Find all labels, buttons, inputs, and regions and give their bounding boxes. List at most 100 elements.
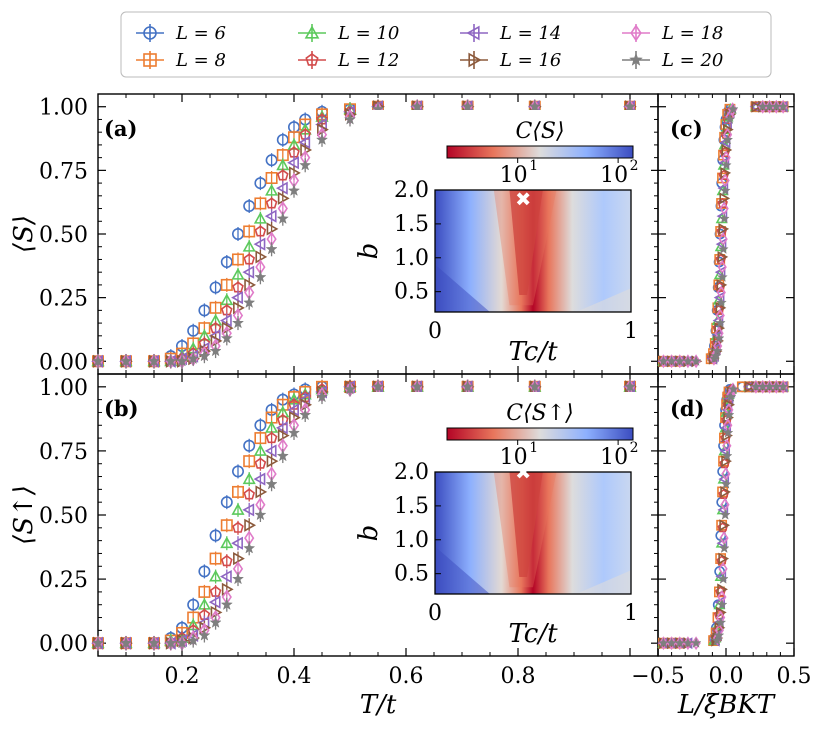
data-point <box>231 291 243 305</box>
data-point <box>91 354 105 367</box>
data-point <box>243 439 256 452</box>
data-point <box>718 222 730 235</box>
data-point <box>287 426 301 439</box>
data-point <box>411 380 424 392</box>
legend-label: L = 14 <box>499 23 561 44</box>
data-point <box>276 133 289 146</box>
colorbar-tick-label: 10 <box>500 163 528 188</box>
legend-marker <box>628 52 644 66</box>
data-point <box>198 629 211 641</box>
data-point <box>315 390 329 403</box>
data-point <box>299 158 312 171</box>
data-point <box>209 344 222 357</box>
data-point <box>264 209 277 223</box>
optimum-marker <box>516 465 530 479</box>
panel-a: 0.000.250.500.751.00⟨S⟩(a) C⟨S⟩10 1 10 20.51… <box>9 93 659 375</box>
data-point <box>343 112 357 125</box>
data-point <box>254 419 267 432</box>
legend-label: L = 12 <box>337 50 399 71</box>
y-tick-label: 0.00 <box>39 350 88 375</box>
legend-entry: L = 20 <box>622 50 723 71</box>
y-tick-label: 1.00 <box>39 376 88 401</box>
colorbar-tick-exponent: 1 <box>529 440 538 456</box>
colorbar <box>446 145 634 159</box>
data-point <box>717 573 729 584</box>
x-tick-label: 0.2 <box>165 664 200 689</box>
x-axis-label: T/t <box>360 690 397 720</box>
data-point <box>220 278 233 291</box>
y-tick-label: 0.25 <box>39 287 88 312</box>
inset-y-tick-label: 1.5 <box>394 212 429 237</box>
data-point <box>727 103 739 115</box>
data-point <box>220 496 233 509</box>
data-point <box>231 536 243 550</box>
data-point <box>119 636 133 649</box>
data-point <box>717 197 728 208</box>
data-point <box>299 408 312 421</box>
legend-marker <box>468 52 482 68</box>
inset-x-axis-label: Tc/t <box>508 337 558 367</box>
data-point <box>231 316 245 329</box>
data-point <box>220 554 233 567</box>
data-point <box>265 477 278 490</box>
data-point <box>198 585 211 598</box>
data-point <box>232 253 245 266</box>
data-point <box>720 485 732 498</box>
data-point <box>276 169 289 181</box>
data-point <box>777 381 789 392</box>
collapse-series-l=20 <box>657 100 789 367</box>
data-point <box>187 352 200 365</box>
data-point <box>243 296 256 309</box>
heatmap-corner-left <box>435 546 490 594</box>
data-point <box>716 271 728 283</box>
data-point <box>198 565 211 578</box>
data-point <box>371 380 385 392</box>
data-point <box>208 595 221 609</box>
data-point <box>253 211 267 224</box>
data-point <box>232 485 245 498</box>
data-point <box>720 478 732 489</box>
data-point <box>725 391 737 402</box>
legend-marker <box>143 53 157 67</box>
data-point <box>198 349 211 362</box>
data-point <box>728 383 739 395</box>
legend-label: L = 18 <box>661 23 723 44</box>
data-point <box>716 606 727 619</box>
data-point <box>277 428 290 443</box>
data-point <box>719 509 731 520</box>
inset-x-tick-label: 1 <box>624 319 638 344</box>
data-point <box>254 508 267 521</box>
panel-d: (d) −0.5 0.0 0.5L/ξBKT <box>631 373 812 720</box>
data-point <box>287 184 301 197</box>
data-point <box>711 345 723 356</box>
colorbar-tick-exponent: 1 <box>529 158 538 174</box>
data-point <box>220 331 233 344</box>
data-point <box>716 598 728 610</box>
data-point <box>719 184 731 196</box>
data-point <box>266 222 279 236</box>
data-point <box>275 181 288 195</box>
data-point <box>231 572 245 585</box>
y-tick-label: 0.50 <box>39 223 88 248</box>
data-point <box>233 552 245 566</box>
x-tick-label: 0.6 <box>389 664 424 689</box>
data-point <box>690 637 702 648</box>
data-point <box>219 569 232 584</box>
data-point <box>220 519 233 532</box>
panel-c: (c) <box>657 93 795 375</box>
data-point <box>715 296 727 308</box>
data-point <box>209 529 222 542</box>
data-point <box>277 191 290 205</box>
legend-entry: L = 8 <box>136 50 226 71</box>
colorbar-tick-label: 10 <box>600 163 628 188</box>
data-point <box>253 237 266 251</box>
inset-y-tick-label: 2.0 <box>394 178 429 203</box>
data-point <box>220 598 233 611</box>
y-axis-label: ⟨S↑⟩ <box>9 485 39 545</box>
data-point <box>253 444 267 456</box>
colorbar-tick-exponent: 2 <box>630 158 639 174</box>
data-point <box>147 636 161 649</box>
data-point <box>720 159 732 171</box>
data-point <box>242 503 255 517</box>
legend-label: L = 8 <box>175 50 226 71</box>
